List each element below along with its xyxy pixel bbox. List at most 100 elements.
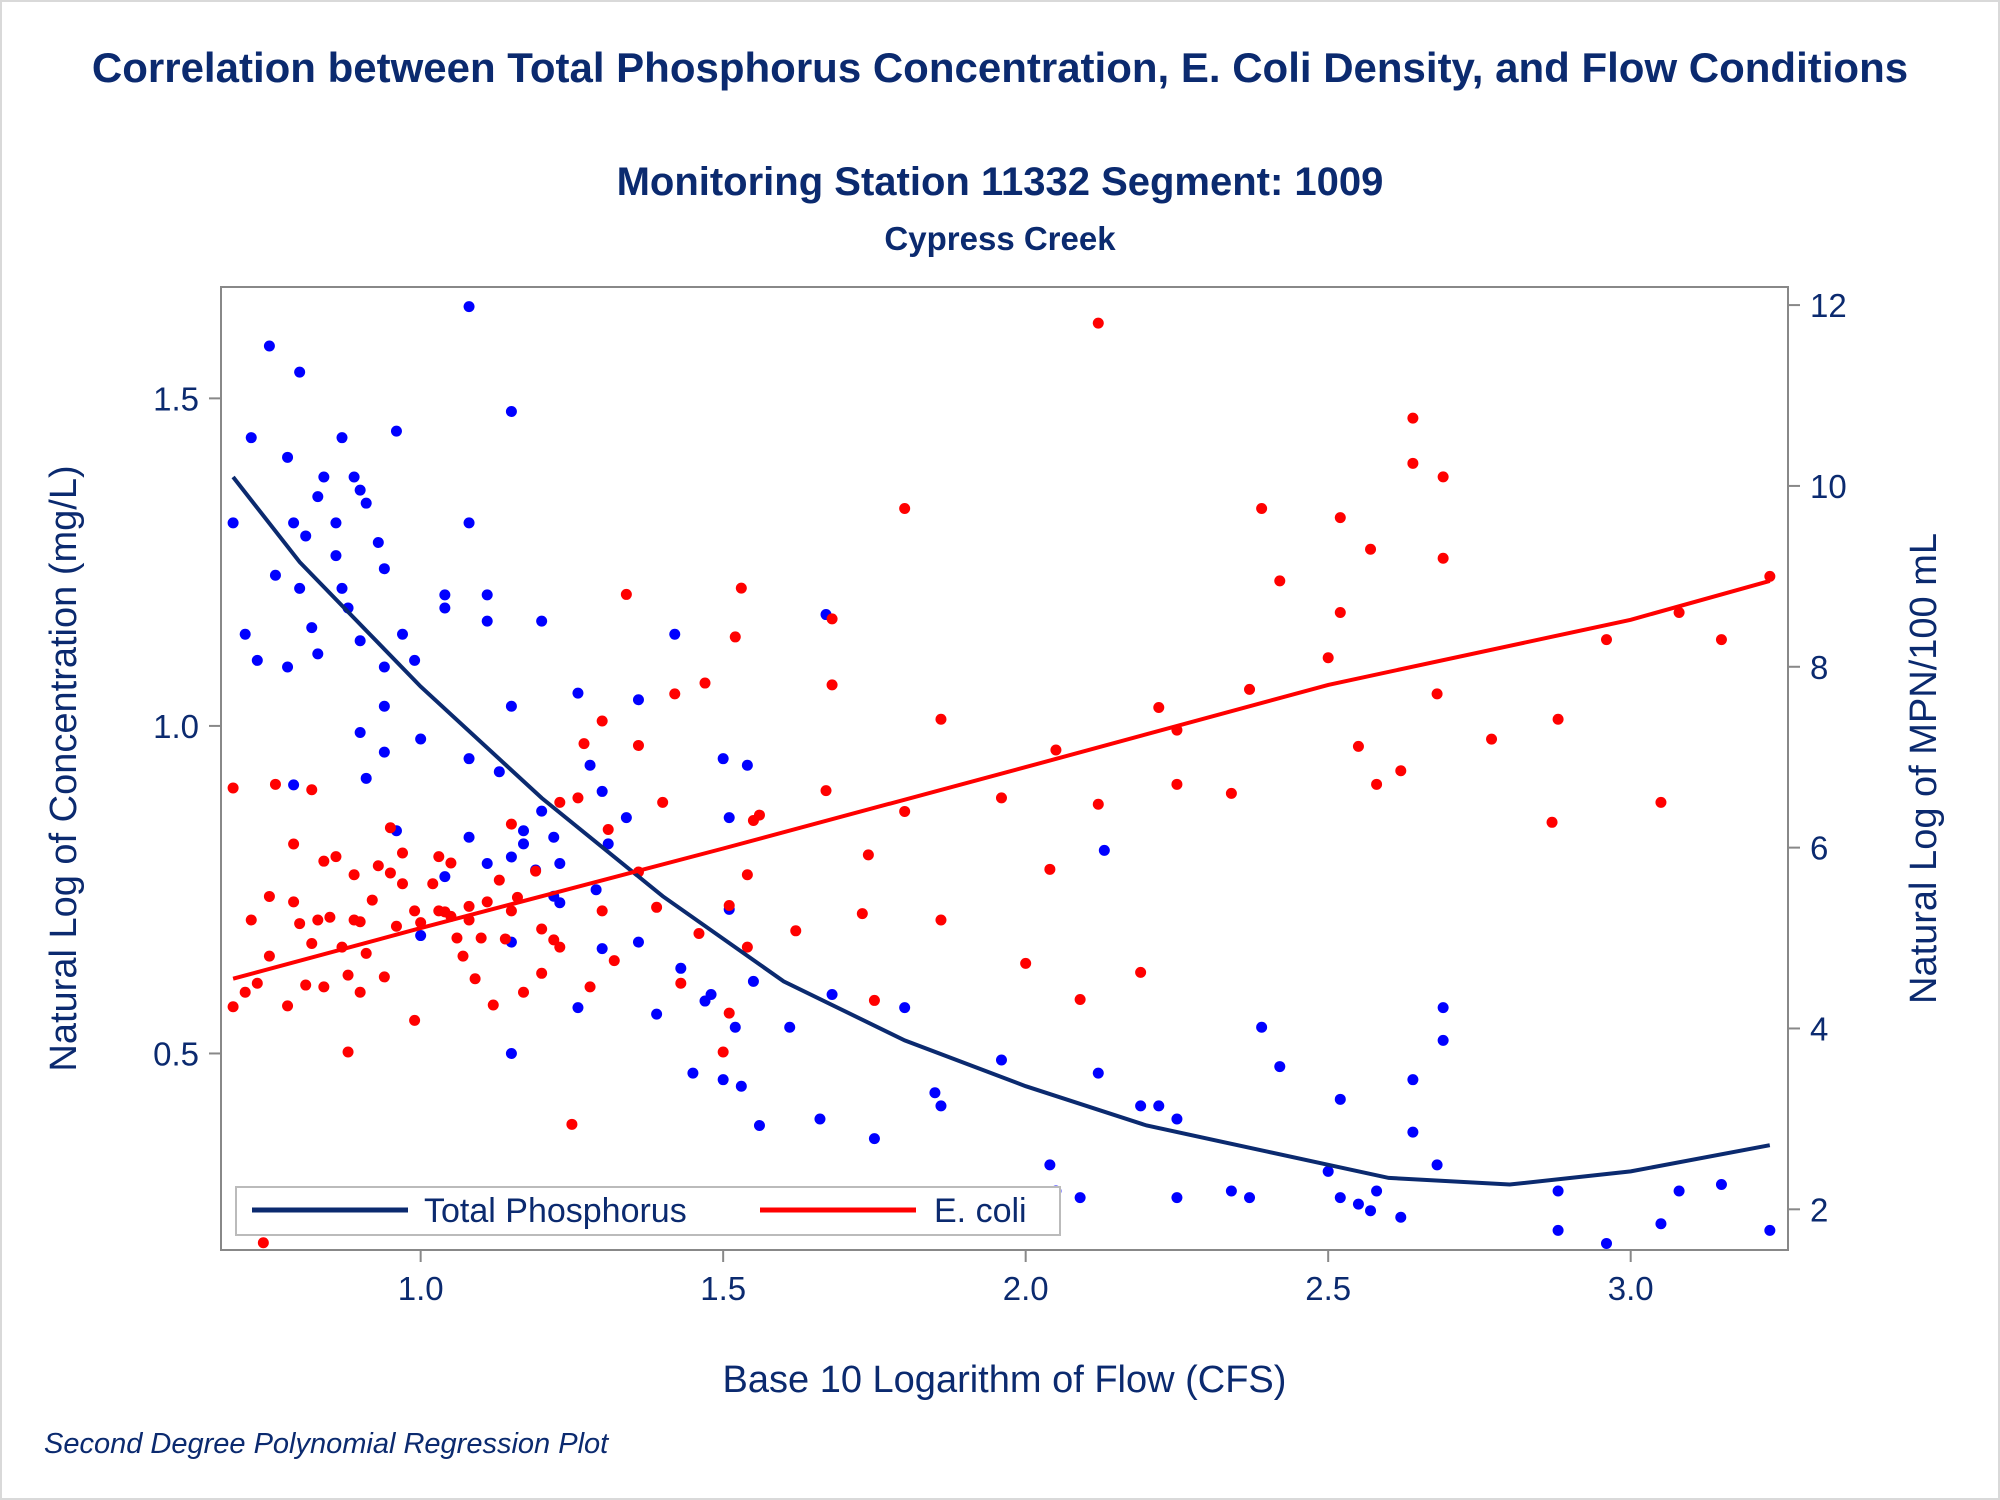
ecoli-point xyxy=(306,784,318,796)
ecoli-point xyxy=(282,1000,294,1012)
y-tick-label: 0.5 xyxy=(153,1035,199,1072)
ecoli-point xyxy=(693,928,705,940)
tp-point xyxy=(536,615,548,627)
ecoli-point xyxy=(372,860,384,872)
ecoli-point xyxy=(390,920,402,932)
ecoli-point xyxy=(1365,543,1377,555)
ecoli-point xyxy=(554,796,566,808)
ecoli-point xyxy=(397,878,409,890)
tp-point xyxy=(717,1074,729,1086)
ecoli-point xyxy=(384,822,396,834)
tp-point xyxy=(518,825,530,837)
ecoli-point xyxy=(1050,744,1062,756)
ecoli-point xyxy=(596,715,608,727)
x-tick-label: 1.0 xyxy=(398,1270,444,1307)
tp-point xyxy=(1407,1126,1419,1138)
tp-point xyxy=(360,497,372,509)
ecoli-point xyxy=(820,785,832,797)
ecoli-point xyxy=(741,941,753,953)
ecoli-point xyxy=(935,713,947,725)
tp-point xyxy=(251,654,263,666)
tp-point xyxy=(505,405,517,417)
tp-point xyxy=(318,471,330,483)
tp-point xyxy=(354,484,366,496)
ecoli-point xyxy=(397,847,409,859)
tp-point xyxy=(1334,1093,1346,1105)
tp-point xyxy=(1092,1067,1104,1079)
tp-point xyxy=(572,687,584,699)
ecoli-point xyxy=(245,914,257,926)
ecoli-point xyxy=(826,679,838,691)
ecoli-point xyxy=(1546,816,1558,828)
ecoli-points xyxy=(227,317,1776,1249)
tp-point xyxy=(239,628,251,640)
tp-point xyxy=(336,432,348,444)
ecoli-point xyxy=(536,923,548,935)
tp-point xyxy=(1395,1211,1407,1223)
y2-tick-label: 2 xyxy=(1810,1191,1828,1228)
tp-point xyxy=(481,615,493,627)
ecoli-point xyxy=(288,838,300,850)
ecoli-point xyxy=(899,503,911,515)
ecoli-point xyxy=(1352,740,1364,752)
ecoli-point xyxy=(518,986,530,998)
ecoli-point xyxy=(354,916,366,928)
ecoli-point xyxy=(451,932,463,944)
ecoli-point xyxy=(1092,798,1104,810)
ecoli-point xyxy=(1334,607,1346,619)
y-axis-right: 2 4 6 8 10 12 xyxy=(1788,287,1847,1228)
tp-point xyxy=(518,838,530,850)
tp-point xyxy=(826,989,838,1001)
ecoli-point xyxy=(1274,575,1286,587)
tp-point xyxy=(463,831,475,843)
tp-point xyxy=(687,1067,699,1079)
tp-point xyxy=(294,582,306,594)
tp-point xyxy=(330,550,342,562)
tp-point xyxy=(360,772,372,784)
tp-point xyxy=(463,301,475,313)
tp-point xyxy=(439,602,451,614)
tp-point xyxy=(814,1113,826,1125)
tp-point xyxy=(505,700,517,712)
ecoli-point xyxy=(330,851,342,863)
ecoli-point xyxy=(409,1014,421,1026)
tp-point xyxy=(723,812,735,824)
ecoli-point xyxy=(1334,512,1346,524)
tp-point xyxy=(463,753,475,765)
ecoli-point xyxy=(457,950,469,962)
tp-point xyxy=(378,563,390,575)
tp-point xyxy=(378,746,390,758)
ecoli-point xyxy=(596,905,608,917)
tp-point xyxy=(269,569,281,581)
ecoli-point xyxy=(1437,471,1449,483)
tp-point xyxy=(336,582,348,594)
tp-point xyxy=(1244,1192,1256,1204)
tp-point xyxy=(1074,1192,1086,1204)
tp-point xyxy=(1274,1061,1286,1073)
tp-point xyxy=(669,628,681,640)
tp-point xyxy=(1552,1185,1564,1197)
tp-point xyxy=(584,759,596,771)
ecoli-point xyxy=(475,932,487,944)
ecoli-point xyxy=(1244,683,1256,695)
tp-point xyxy=(651,1008,663,1020)
ecoli-point xyxy=(257,1237,269,1249)
y2-tick-label: 6 xyxy=(1810,830,1828,867)
ecoli-point xyxy=(723,1007,735,1019)
tp-point xyxy=(312,491,324,503)
tp-point xyxy=(390,425,402,437)
ecoli-point xyxy=(856,908,868,920)
tp-point xyxy=(288,779,300,791)
tp-point xyxy=(493,766,505,778)
legend: Total Phosphorus E. coli xyxy=(235,1186,1061,1236)
tp-point xyxy=(1371,1185,1383,1197)
tp-point xyxy=(354,726,366,738)
x-tick-label: 3.0 xyxy=(1608,1270,1654,1307)
tp-point xyxy=(378,661,390,673)
ecoli-point xyxy=(263,950,275,962)
tp-point xyxy=(463,517,475,529)
tp-point xyxy=(735,1080,747,1092)
tp-point xyxy=(1171,1192,1183,1204)
ecoli-point xyxy=(1486,733,1498,745)
y2-tick-label: 12 xyxy=(1810,287,1847,324)
